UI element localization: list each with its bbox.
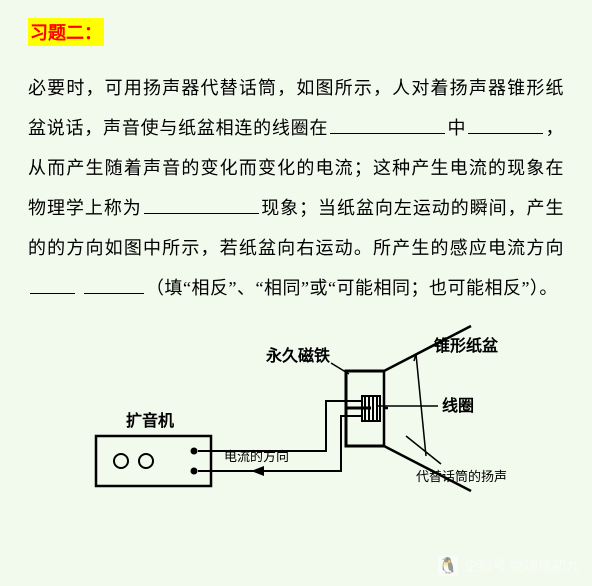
magnet-label: 永久磁铁 [265, 346, 330, 365]
watermark: 🐧 企鹅号 物理佬初九 [438, 556, 580, 576]
speaker-label: 代替话筒的扬声 [416, 469, 507, 484]
cone-label: 锥形纸盆 [434, 336, 499, 355]
blank-5[interactable] [84, 275, 144, 294]
blank-1[interactable] [330, 115, 445, 134]
blank-4[interactable] [30, 275, 75, 294]
speaker-diagram: 扩音机 电流的方向 永久磁铁 [66, 316, 526, 536]
diagram-area: 扩音机 电流的方向 永久磁铁 [28, 316, 564, 541]
text-seg-5: （填“相反”、“相同”或“可能相同；也可能相反”）。 [146, 278, 558, 298]
blank-3[interactable] [144, 195, 259, 214]
watermark-text: 企鹅号 物理佬初九 [464, 556, 580, 576]
wires [198, 401, 362, 476]
text-seg-2: 中 [447, 118, 466, 138]
coil-label: 线圈 [442, 396, 474, 415]
blank-2[interactable] [468, 115, 543, 134]
amplifier-label: 扩音机 [126, 411, 174, 430]
exercise-title: 习题二： [28, 18, 104, 46]
question-paragraph: 必要时，可用扬声器代替话筒，如图所示，人对着扬声器锥形纸盆说话，声音使与纸盆相连… [28, 68, 564, 308]
current-direction-label: 电流的方向 [224, 449, 289, 464]
amplifier-group: 扩音机 [96, 411, 211, 486]
penguin-icon: 🐧 [438, 556, 458, 576]
exercise-title-wrap: 习题二： [28, 18, 564, 46]
